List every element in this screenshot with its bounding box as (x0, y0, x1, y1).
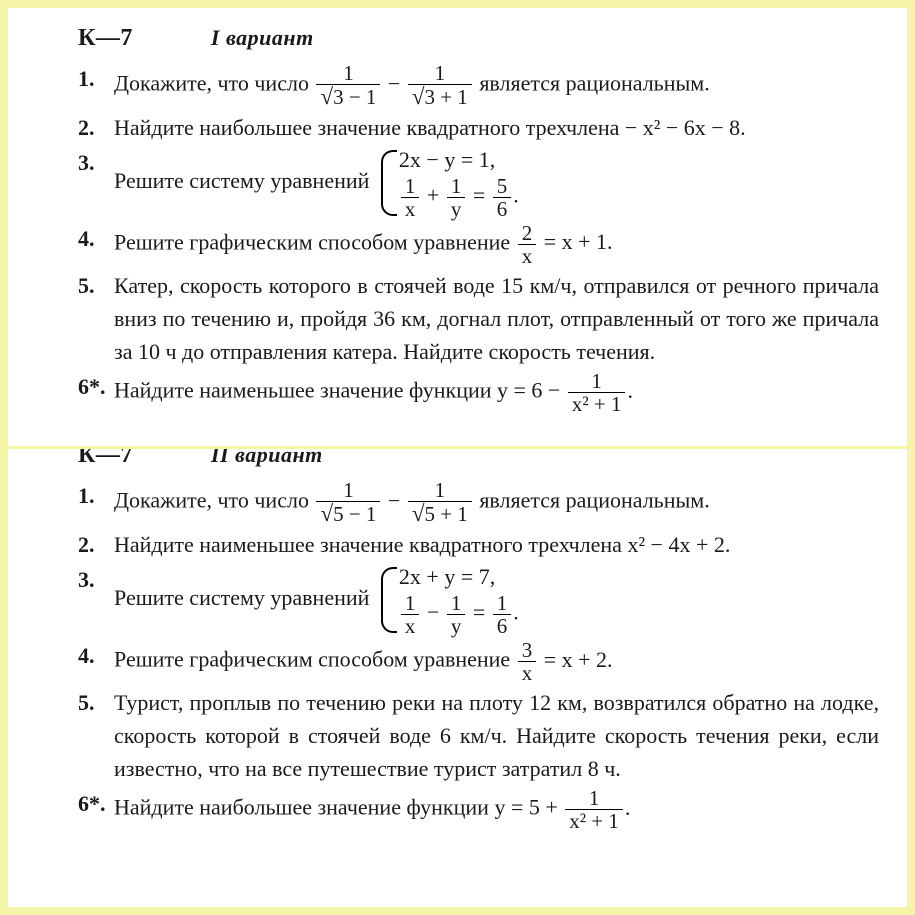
math-expr: 3x = x + 2. (516, 647, 613, 672)
fraction: 1√3 − 1 (316, 62, 380, 109)
problem-1: Докажите, что число 1√3 − 1 − 1√3 + 1 яв… (78, 62, 879, 109)
problem-4: Решите графическим способом уравнение 3x… (78, 639, 879, 684)
problem-list: Докажите, что число 1√3 − 1 − 1√3 + 1 яв… (78, 62, 879, 415)
problem-3: Решите систему уравнений 2x − y = 1,1x +… (78, 146, 879, 220)
text: Решите графическим способом уравнение (114, 647, 516, 672)
problem-6: Найдите наименьшее значение функции y = … (78, 370, 879, 415)
fraction: 1√3 + 1 (408, 62, 472, 109)
fraction: 1√5 − 1 (316, 479, 380, 526)
problem-6: Найдите наибольшее значение функции y = … (78, 787, 879, 832)
problem-2: Найдите наименьшее значение квадратного … (78, 528, 879, 561)
math-expr: 1√5 − 1 − 1√5 + 1 (314, 488, 473, 513)
page-divider (8, 446, 907, 449)
problem-4: Решите графическим способом уравнение 2x… (78, 222, 879, 267)
text: является рациональным. (474, 488, 710, 513)
problem-1: Докажите, что число 1√5 − 1 − 1√5 + 1 яв… (78, 479, 879, 526)
text: Решите систему уравнений (114, 585, 375, 610)
equation-system: 2x − y = 1,1x + 1y = 56. (381, 146, 519, 220)
problem-5: Катер, скорость которого в стоячей воде … (78, 269, 879, 368)
variant-2: К—7 II вариант Докажите, что число 1√5 −… (78, 437, 879, 832)
problem-3: Решите систему уравнений 2x + y = 7,1x −… (78, 563, 879, 637)
math-expr: 1x² + 1. (563, 795, 630, 820)
math-expr: 2x = x + 1. (516, 229, 613, 254)
math-expr: 1√3 − 1 − 1√3 + 1 (314, 71, 473, 96)
variant-heading: К—7 I вариант (78, 20, 879, 56)
variant-heading: К—7 II вариант (78, 437, 879, 473)
text: Найдите наименьшее значение функции y = … (114, 378, 566, 403)
text: Докажите, что число (114, 488, 314, 513)
text: является рациональным. (474, 71, 710, 96)
problem-list: Докажите, что число 1√5 − 1 − 1√5 + 1 яв… (78, 479, 879, 832)
worksheet-page: К—7 I вариант Докажите, что число 1√3 − … (8, 8, 907, 907)
text: Найдите наибольшее значение функции y = … (114, 795, 563, 820)
problem-5: Турист, проплыв по течению реки на плоту… (78, 686, 879, 785)
problem-2: Найдите наибольшее значение квадратного … (78, 111, 879, 144)
math-expr: 1x² + 1. (566, 378, 633, 403)
text: Докажите, что число (114, 71, 314, 96)
k-label: К—7 (78, 25, 133, 51)
variant-1: К—7 I вариант Докажите, что число 1√3 − … (78, 20, 879, 415)
text: Решите систему уравнений (114, 168, 375, 193)
variant-label: I вариант (211, 25, 314, 50)
fraction: 1√5 + 1 (408, 479, 472, 526)
equation-system: 2x + y = 7,1x − 1y = 16. (381, 563, 519, 637)
text: Решите графическим способом уравнение (114, 229, 516, 254)
